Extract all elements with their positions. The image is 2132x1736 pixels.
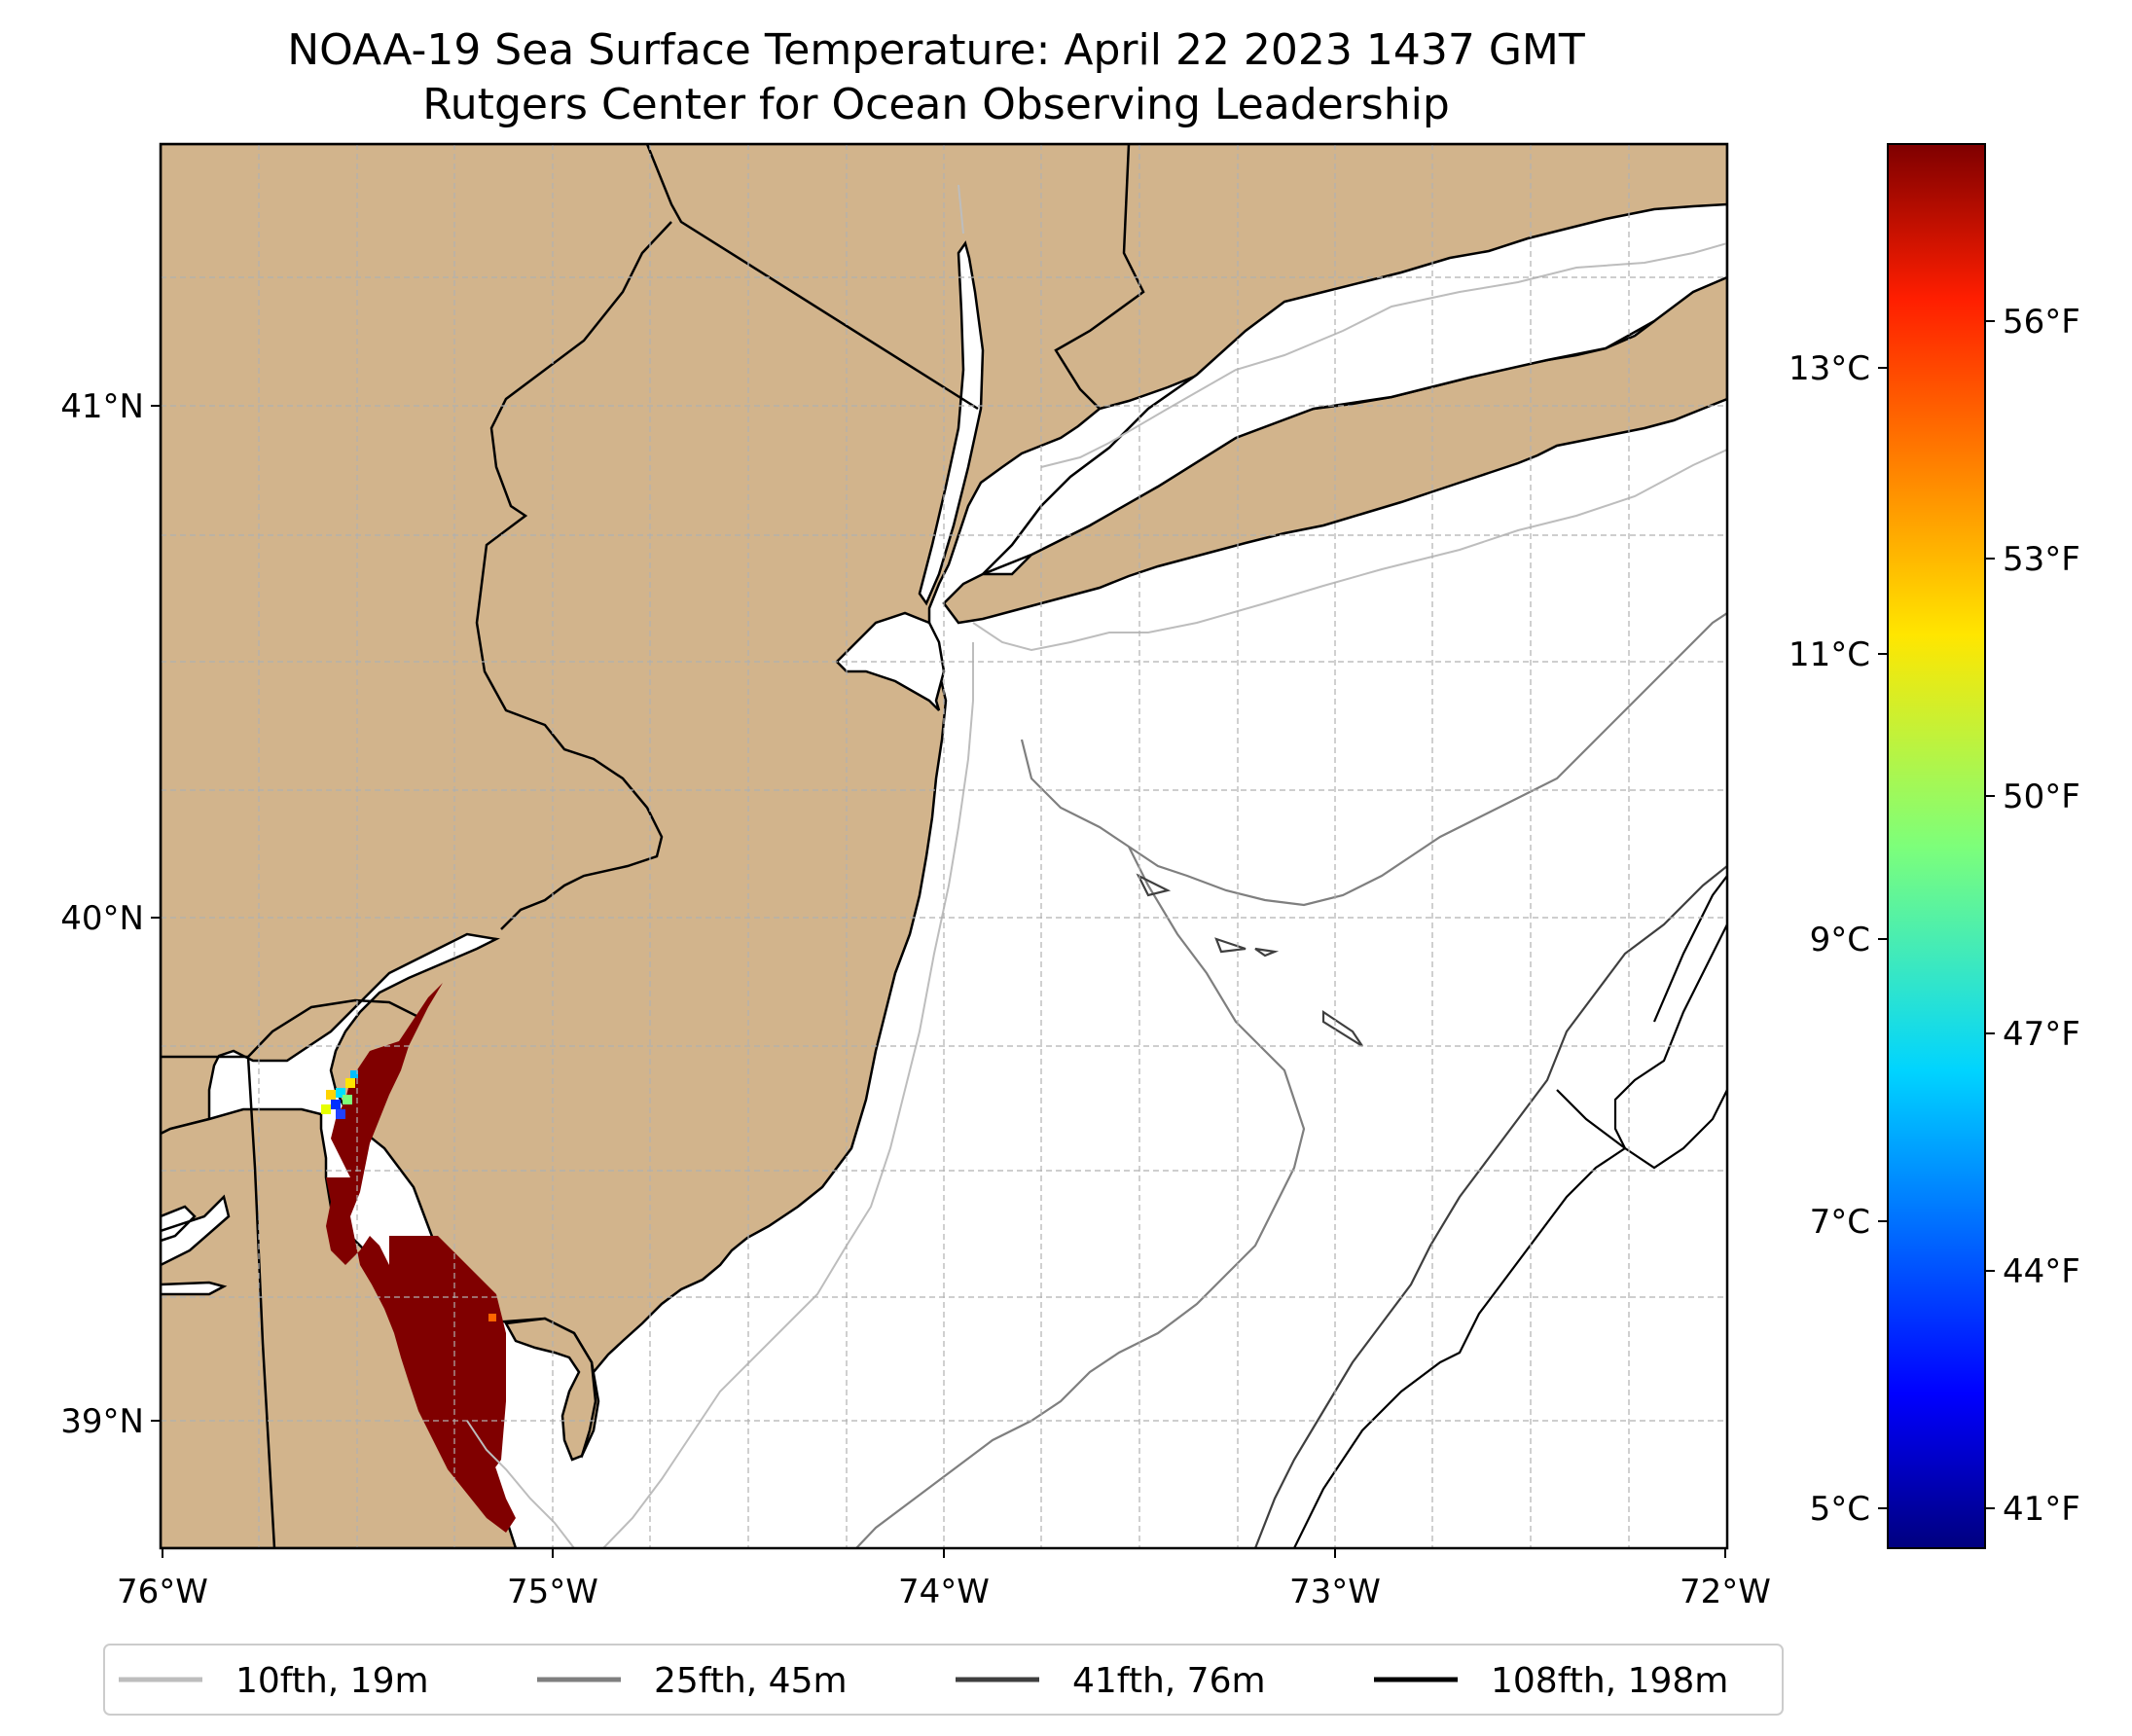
- legend: 10fth, 19m 25fth, 45m 41fth, 76m 108fth,…: [103, 1644, 1784, 1716]
- colorbar-f-53: 53°F: [2003, 540, 2080, 579]
- land-cape-may: [504, 1317, 597, 1462]
- state-border-ny-nj: [645, 144, 979, 411]
- gridlines: [161, 144, 1727, 1548]
- colorbar-f-47: 47°F: [2003, 1015, 2080, 1054]
- lon-label-76: 76°W: [117, 1573, 208, 1611]
- contour-41fth: [1136, 865, 1727, 1548]
- legend-label-25fth: 25fth, 45m: [654, 1661, 848, 1701]
- colorbar-c-5: 5°C: [1810, 1490, 1870, 1529]
- map-panel[interactable]: [161, 144, 1727, 1548]
- lat-label-40: 40°N: [60, 899, 144, 938]
- colorbar-c-11: 11°C: [1789, 635, 1870, 674]
- long-island-sound: [982, 202, 1727, 576]
- legend-label-41fth: 41fth, 76m: [1072, 1661, 1266, 1701]
- hudson-river: [918, 240, 985, 606]
- legend-box: [103, 1644, 1784, 1716]
- lon-label-74: 74°W: [898, 1573, 990, 1611]
- sst-mixed-pixels: [321, 1070, 496, 1321]
- colorbar: 13°C 11°C 9°C 7°C 5°C 56°F 53°F 50°F 47°…: [1789, 143, 2080, 1549]
- colorbar-gradient: [1887, 143, 1986, 1549]
- bay-chesapeake-fragment: [161, 1194, 231, 1296]
- legend-label-10fth: 10fth, 19m: [235, 1661, 429, 1701]
- state-border-ny-ct: [1054, 144, 1145, 410]
- lon-label-75: 75°W: [507, 1573, 598, 1611]
- lat-label-41: 41°N: [60, 387, 144, 426]
- colorbar-c-7: 7°C: [1810, 1203, 1870, 1242]
- state-border-nj-pa: [475, 221, 672, 930]
- contour-25fth: [855, 612, 1727, 1548]
- colorbar-f-44: 44°F: [2003, 1252, 2080, 1291]
- colorbar-f-50: 50°F: [2003, 778, 2080, 816]
- state-border-pa-de-md: [161, 998, 419, 1548]
- colorbar-f-41: 41°F: [2003, 1490, 2080, 1529]
- legend-label-108fth: 108fth, 198m: [1491, 1661, 1728, 1701]
- lon-label-73: 73°W: [1289, 1573, 1381, 1611]
- colorbar-c-13: 13°C: [1789, 349, 1870, 388]
- contour-10fth: [466, 184, 1727, 1548]
- colorbar-f-56: 56°F: [2003, 303, 2080, 342]
- sst-delaware-bay: [326, 983, 516, 1533]
- axis-ticks: [151, 405, 1726, 1558]
- title-line-1: NOAA-19 Sea Surface Temperature: April 2…: [287, 25, 1585, 75]
- title-line-2: Rutgers Center for Ocean Observing Leade…: [422, 80, 1450, 129]
- contour-108fth: [1293, 875, 1727, 1548]
- lon-label-72: 72°W: [1680, 1573, 1771, 1611]
- lat-label-39: 39°N: [60, 1402, 144, 1441]
- colorbar-c-9: 9°C: [1810, 921, 1870, 959]
